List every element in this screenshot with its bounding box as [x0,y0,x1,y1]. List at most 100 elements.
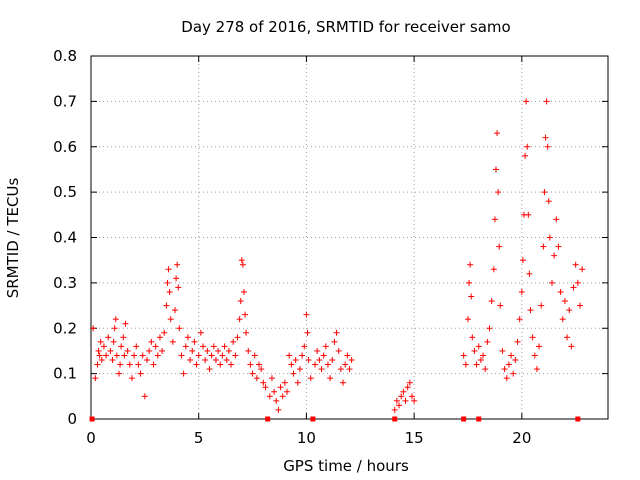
data-point [482,366,489,373]
data-point [121,352,128,359]
data-point [165,266,172,273]
data-point [230,338,237,345]
data-point [529,334,536,341]
data-point [96,352,103,359]
data-point [249,370,256,377]
data-point [212,357,219,364]
data-point [559,316,566,323]
data-point [555,243,562,250]
data-point [202,357,209,364]
data-point [117,361,124,368]
gap-marker [89,416,95,422]
data-point [271,388,278,395]
data-point [294,379,301,386]
x-tick-label: 0 [86,429,96,447]
gap-marker [461,416,467,422]
data-point [217,361,224,368]
data-point [197,329,204,336]
y-tick-label: 0.5 [53,183,77,201]
data-point [284,388,291,395]
data-point [111,325,118,332]
data-point [277,384,284,391]
data-point [189,347,196,354]
data-point [467,261,474,268]
data-point [221,343,228,350]
data-point [525,211,532,218]
data-point [473,361,480,368]
data-point [215,347,222,354]
data-point [503,375,510,382]
y-tick-label: 0.7 [53,92,77,110]
y-tick-label: 0.3 [53,274,77,292]
gap-marker [575,416,581,422]
data-point [146,347,153,354]
data-point [178,352,185,359]
data-point [404,384,411,391]
data-point [105,334,112,341]
data-point [120,334,127,341]
data-point [243,329,250,336]
data-point [242,311,249,318]
data-point [510,370,517,377]
data-point [469,334,476,341]
data-point [90,325,97,332]
data-point [402,397,409,404]
data-point [466,279,473,286]
data-point [499,347,506,354]
data-point [180,370,187,377]
data-point [253,375,260,382]
data-point [501,366,508,373]
data-point [494,130,501,137]
data-point [118,343,125,350]
data-point [210,343,217,350]
x-tick-labels: 0 5 10 15 20 [86,429,531,447]
data-point [173,275,180,282]
data-point [480,352,487,359]
x-tick-label: 5 [194,429,204,447]
data-point [314,347,321,354]
data-point [195,352,202,359]
x-tick-label: 20 [512,429,531,447]
data-point [508,352,515,359]
data-point [342,361,349,368]
data-point [348,357,355,364]
data-point [329,357,336,364]
data-point [460,352,467,359]
data-gap-markers [89,416,581,422]
data-point [260,379,267,386]
data-point [542,134,549,141]
data-point [139,352,146,359]
data-point [340,379,347,386]
data-point [396,402,403,409]
data-point [103,352,110,359]
y-tick-label: 0.2 [53,319,77,337]
data-point [176,325,183,332]
data-point [131,352,138,359]
gap-marker [310,416,316,422]
data-point [393,397,400,404]
data-point [536,343,543,350]
data-point [475,343,482,350]
data-point [486,325,493,332]
data-point [240,288,247,295]
data-point [320,352,327,359]
data-point [238,257,245,264]
data-point [290,370,297,377]
data-point [561,298,568,305]
data-point [408,393,415,400]
data-point [488,298,495,305]
data-point [172,307,179,314]
data-point [159,347,166,354]
data-point [406,379,413,386]
data-point [327,375,334,382]
data-point [557,288,564,295]
data-point [333,329,340,336]
data-point [527,307,534,314]
data-point [324,361,331,368]
data-point [564,334,571,341]
data-point [318,366,325,373]
data-point [495,189,502,196]
data-point [296,366,303,373]
data-point [166,288,173,295]
data-point [505,361,512,368]
